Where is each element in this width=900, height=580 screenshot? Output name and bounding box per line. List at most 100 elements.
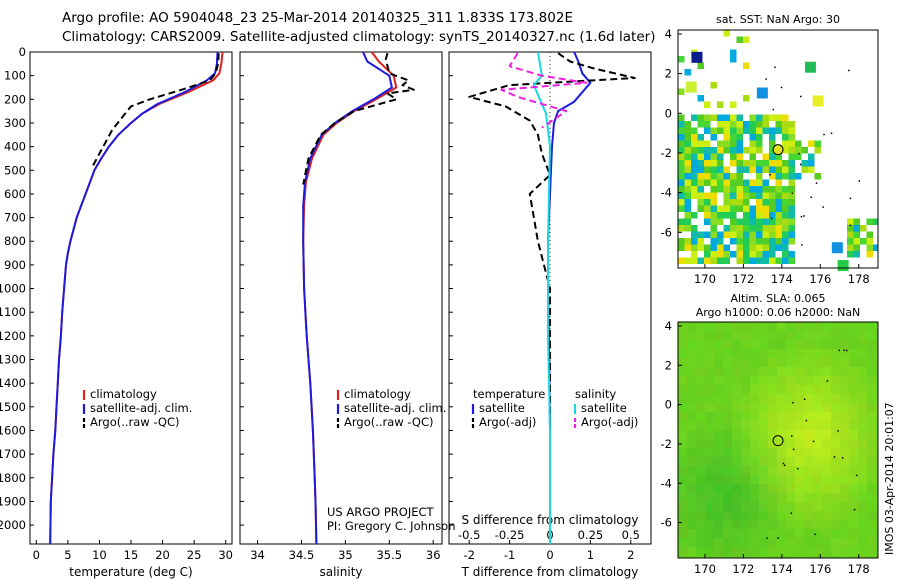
- sla-cell: [768, 448, 777, 457]
- sst-cell: [697, 231, 704, 238]
- sla-cell: [822, 448, 831, 457]
- sst-cell: [762, 114, 769, 121]
- sla-cell: [723, 331, 732, 340]
- sst-cell: [775, 225, 782, 232]
- legend-label: Argo(-adj): [479, 415, 536, 429]
- sla-cell: [831, 511, 840, 520]
- island-marker: [833, 456, 836, 458]
- sst-cell: [717, 251, 724, 258]
- x-tick-label: 20: [155, 548, 170, 562]
- sla-cell: [867, 403, 876, 412]
- sla-cell: [759, 484, 768, 493]
- island-marker: [826, 380, 829, 382]
- sla-cell: [741, 466, 750, 475]
- sst-cell: [710, 134, 717, 141]
- sla-cell: [678, 421, 687, 430]
- sla-cell: [696, 511, 705, 520]
- sla-cell: [813, 421, 822, 430]
- sla-cell: [741, 475, 750, 484]
- sst-cell: [775, 238, 782, 245]
- sla-cell: [849, 394, 858, 403]
- sst-cell: [788, 186, 795, 193]
- sla-cell: [858, 511, 867, 520]
- sst-cell: [730, 251, 737, 258]
- sla-cell: [822, 367, 831, 376]
- sst-cell: [723, 251, 730, 258]
- sla-cell: [723, 502, 732, 511]
- sla-cell: [714, 349, 723, 358]
- sla-cell: [858, 484, 867, 493]
- sst-cell: [723, 127, 730, 134]
- sla-cell: [750, 340, 759, 349]
- sla-cell: [822, 493, 831, 502]
- sst-cell: [756, 231, 763, 238]
- sla-cell: [849, 475, 858, 484]
- sla-cell: [795, 529, 804, 538]
- sla-cell: [786, 547, 795, 556]
- sla-cell: [795, 547, 804, 556]
- sla-cell: [822, 502, 831, 511]
- sst-cell: [782, 212, 789, 219]
- sla-cell: [795, 421, 804, 430]
- sst-cell: [736, 153, 743, 160]
- sla-cell: [813, 520, 822, 529]
- sst-cell: [749, 114, 756, 121]
- sst-cell: [743, 166, 750, 173]
- sla-cell: [777, 484, 786, 493]
- sla-cell: [795, 475, 804, 484]
- x-tick-label: 30: [218, 548, 233, 562]
- sst-cell: [769, 238, 776, 245]
- sla-cell: [867, 493, 876, 502]
- y-tick-label: 700: [4, 211, 26, 225]
- sst-cell: [808, 160, 815, 167]
- sst-cell: [782, 218, 789, 225]
- sla-cell: [840, 502, 849, 511]
- sst-cell: [684, 218, 691, 225]
- sst-cell: [743, 257, 750, 264]
- sla-cell: [732, 511, 741, 520]
- sst-cell: [717, 179, 724, 186]
- sla-cell: [867, 376, 876, 385]
- sla-cell: [822, 376, 831, 385]
- x-tick-label: 15: [124, 548, 139, 562]
- sla-cell: [768, 376, 777, 385]
- sst-cell: [756, 199, 763, 206]
- sla-cell: [822, 556, 831, 558]
- sst-cell: [704, 114, 711, 121]
- sla-cell: [804, 538, 813, 547]
- sla-cell: [831, 457, 840, 466]
- sla-cell: [750, 493, 759, 502]
- sst-cell: [769, 114, 776, 121]
- sst-cell: [749, 238, 756, 245]
- sst-cell: [788, 192, 795, 199]
- sla-cell: [705, 412, 714, 421]
- sla-cell: [678, 484, 687, 493]
- sla-cell: [678, 331, 687, 340]
- sla-cell: [678, 502, 687, 511]
- sla-cell: [831, 466, 840, 475]
- sla-cell: [786, 493, 795, 502]
- sst-cell: [795, 153, 802, 160]
- y-tick-label: 0: [665, 398, 672, 412]
- sla-cell: [795, 376, 804, 385]
- sst-cell: [684, 173, 691, 180]
- sst-cell: [756, 218, 763, 225]
- sla-cell: [849, 511, 858, 520]
- sst-cell: [769, 257, 776, 264]
- axes-frame-salinity: [239, 51, 443, 545]
- sst-cell: [730, 121, 737, 128]
- sla-cell: [867, 457, 876, 466]
- sla-cell: [858, 556, 867, 558]
- sla-cell: [732, 421, 741, 430]
- sst-cell: [756, 212, 763, 219]
- sla-cell: [876, 547, 878, 556]
- sla-cell: [813, 403, 822, 412]
- sla-cell: [840, 394, 849, 403]
- island-marker: [846, 349, 848, 352]
- legend-label: Argo(-adj): [581, 415, 638, 429]
- sst-cell: [782, 114, 789, 121]
- sla-cell: [678, 448, 687, 457]
- sla-cell: [723, 430, 732, 439]
- sla-cell: [831, 538, 840, 547]
- island-marker: [796, 467, 799, 470]
